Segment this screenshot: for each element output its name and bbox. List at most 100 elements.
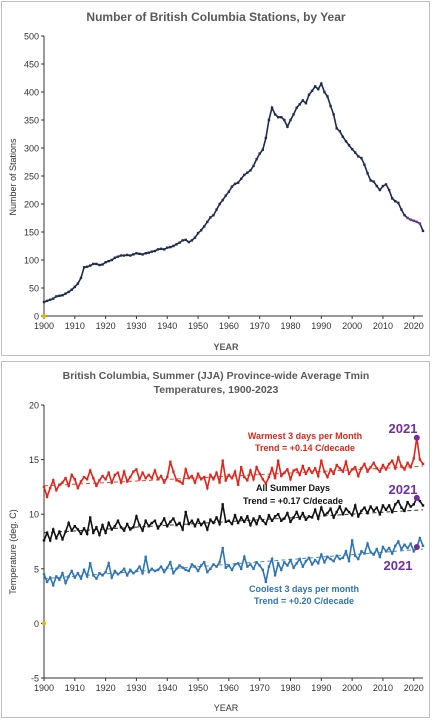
data-point bbox=[129, 254, 132, 257]
data-point bbox=[79, 480, 83, 483]
data-point bbox=[122, 254, 126, 257]
data-point bbox=[113, 256, 117, 259]
axes: 0 50 100 150 200 250 300 350 400 450 500 1900 1910 19… bbox=[24, 32, 424, 332]
data-point bbox=[76, 282, 80, 285]
data-point bbox=[48, 486, 52, 490]
data-point bbox=[150, 521, 154, 525]
data-point bbox=[390, 510, 394, 514]
data-point bbox=[218, 522, 221, 526]
data-point bbox=[141, 471, 144, 474]
data-point bbox=[421, 504, 425, 507]
data-point bbox=[267, 565, 271, 568]
data-point bbox=[363, 163, 366, 166]
data-point bbox=[397, 456, 400, 459]
data-point bbox=[104, 570, 107, 574]
data-point bbox=[301, 565, 305, 568]
data-point bbox=[196, 569, 200, 573]
x-tick-label: 1970 bbox=[250, 683, 270, 693]
data-point bbox=[381, 545, 385, 549]
data-point bbox=[187, 569, 191, 573]
data-point bbox=[92, 574, 95, 577]
data-point bbox=[397, 540, 400, 543]
data-point bbox=[156, 478, 160, 481]
data-point bbox=[175, 567, 178, 570]
data-point bbox=[323, 90, 326, 94]
data-point bbox=[390, 552, 394, 555]
data-point bbox=[181, 528, 184, 531]
data-point bbox=[221, 198, 224, 202]
x-tick-label: 1940 bbox=[157, 683, 177, 693]
y-tick-label: 450 bbox=[24, 60, 39, 70]
data-point bbox=[138, 523, 141, 527]
data-point bbox=[166, 525, 169, 528]
data-point bbox=[110, 481, 113, 484]
data-point bbox=[295, 562, 298, 565]
data-point bbox=[403, 543, 406, 546]
data-point bbox=[76, 571, 80, 575]
data-point bbox=[52, 479, 55, 482]
data-point bbox=[246, 565, 249, 568]
data-point bbox=[107, 471, 110, 474]
data-point bbox=[98, 533, 101, 537]
data-point bbox=[313, 467, 317, 470]
data-point bbox=[249, 563, 252, 566]
data-point bbox=[199, 523, 203, 527]
data-point bbox=[135, 569, 138, 573]
data-point bbox=[150, 567, 154, 570]
data-point bbox=[104, 478, 107, 481]
data-point bbox=[70, 288, 73, 291]
data-point bbox=[212, 478, 215, 481]
data-point bbox=[326, 511, 329, 515]
x-tick-label: 1980 bbox=[280, 321, 300, 331]
callout-2021-all: 2021 bbox=[389, 482, 418, 497]
data-point bbox=[104, 531, 107, 534]
x-tick-label: 1990 bbox=[311, 321, 331, 331]
data-point bbox=[252, 567, 255, 570]
data-point bbox=[292, 469, 295, 472]
data-point bbox=[55, 537, 58, 540]
callout-2021-warmest: 2021 bbox=[389, 421, 418, 436]
data-point bbox=[255, 466, 258, 469]
data-point bbox=[387, 188, 391, 192]
data-point bbox=[332, 113, 335, 116]
data-point bbox=[132, 571, 135, 575]
data-point bbox=[162, 517, 166, 520]
data-point bbox=[369, 466, 372, 469]
data-point bbox=[369, 505, 372, 508]
data-point bbox=[215, 471, 218, 474]
data-point bbox=[357, 515, 360, 518]
data-point bbox=[203, 225, 206, 228]
x-tick-label: 2020 bbox=[404, 683, 424, 693]
annotation-coolest-label: Coolest 3 days per month bbox=[249, 584, 359, 594]
chart-title-line-2: Temperatures, 1900-2023 bbox=[154, 384, 279, 396]
data-point bbox=[64, 530, 67, 533]
data-point bbox=[276, 513, 280, 516]
data-point bbox=[295, 510, 298, 514]
data-point bbox=[387, 546, 391, 550]
data-point bbox=[329, 557, 332, 561]
data-point bbox=[400, 547, 403, 551]
data-point bbox=[110, 528, 113, 531]
data-point bbox=[354, 151, 357, 154]
data-point bbox=[45, 580, 49, 584]
data-point bbox=[317, 517, 320, 520]
annotation-all-trend: Trend = +0.17 C/decade bbox=[243, 496, 343, 506]
data-point bbox=[230, 568, 234, 572]
data-point bbox=[147, 251, 150, 254]
data-point bbox=[347, 559, 351, 563]
data-point bbox=[95, 262, 98, 266]
data-point bbox=[95, 526, 98, 529]
origin-marker bbox=[42, 621, 46, 626]
data-point bbox=[366, 470, 369, 473]
data-point bbox=[406, 546, 409, 550]
data-point bbox=[203, 475, 206, 479]
data-point bbox=[258, 472, 261, 475]
data-point bbox=[196, 518, 200, 521]
y-tick-label: 5 bbox=[34, 564, 39, 574]
data-point bbox=[230, 476, 234, 480]
data-point bbox=[317, 474, 320, 478]
series-line-coolest bbox=[43, 535, 424, 588]
temperature-chart-panel: British Columbia, Summer (JJA) Province-… bbox=[1, 361, 430, 718]
data-point bbox=[273, 515, 277, 518]
temperature-chart: British Columbia, Summer (JJA) Province-… bbox=[8, 370, 425, 713]
